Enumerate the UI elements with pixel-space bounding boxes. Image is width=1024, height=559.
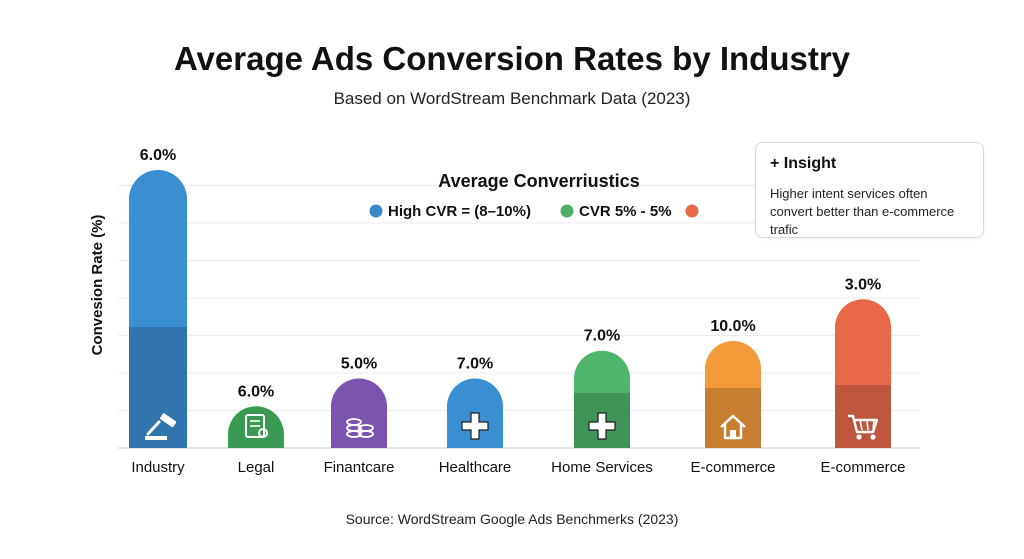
value-label: 5.0% (341, 356, 377, 373)
legend-label: CVR 5% - 5% (579, 203, 672, 220)
legend-title: Average Converriustics (438, 171, 639, 191)
bar-6 (705, 340, 761, 448)
legend-swatch (369, 204, 383, 218)
legend-swatch (685, 204, 699, 218)
document-icon (245, 414, 268, 438)
source-note: Source: WordStream Google Ads Benchmerks… (345, 511, 679, 527)
bar-lower-segment (835, 385, 891, 448)
bar-1 (129, 170, 187, 448)
bar-7 (835, 299, 891, 448)
plus-icon (588, 412, 616, 440)
legend-swatch (560, 204, 574, 218)
category-label: Finantcare (324, 459, 395, 476)
value-label: 7.0% (457, 356, 493, 373)
value-label: 6.0% (238, 383, 274, 400)
insight-title: + Insight (770, 155, 837, 172)
value-label: 3.0% (845, 276, 881, 293)
category-label: Legal (238, 459, 275, 476)
value-label: 6.0% (140, 147, 176, 164)
value-label: 7.0% (584, 328, 620, 345)
house-icon (720, 414, 746, 440)
category-label: Home Services (551, 459, 653, 476)
legend-label: High CVR = (8–10%) (388, 203, 531, 220)
bar-5 (574, 350, 630, 448)
value-label: 10.0% (710, 318, 755, 335)
y-axis-label: Convesion Rate (%) (89, 215, 106, 356)
bar-4 (447, 378, 503, 448)
insight-text: Higher intent services often convert bet… (770, 186, 955, 237)
bar-body (228, 406, 284, 448)
category-label: Industry (131, 459, 185, 476)
legend: Average Converriustics High CVR = (8–10%)… (369, 171, 699, 220)
chart-title: Average Ads Conversion Rates by Industry (173, 40, 851, 77)
chart-subtitle: Based on WordStream Benchmark Data (2023… (333, 89, 691, 108)
bars (129, 170, 891, 448)
category-label: E-commerce (690, 459, 775, 476)
category-label: Healthcare (439, 459, 512, 476)
gavel-icon (145, 413, 177, 440)
bar-body (331, 378, 387, 448)
insight-box: + Insight Higher intent services often c… (755, 142, 984, 238)
bar-lower-segment (129, 327, 187, 448)
coins-icon (346, 418, 374, 438)
category-label: E-commerce (820, 459, 905, 476)
bar-3 (331, 378, 387, 448)
cart-icon (848, 414, 879, 440)
plus-icon (461, 412, 489, 440)
bar-2 (228, 406, 284, 448)
